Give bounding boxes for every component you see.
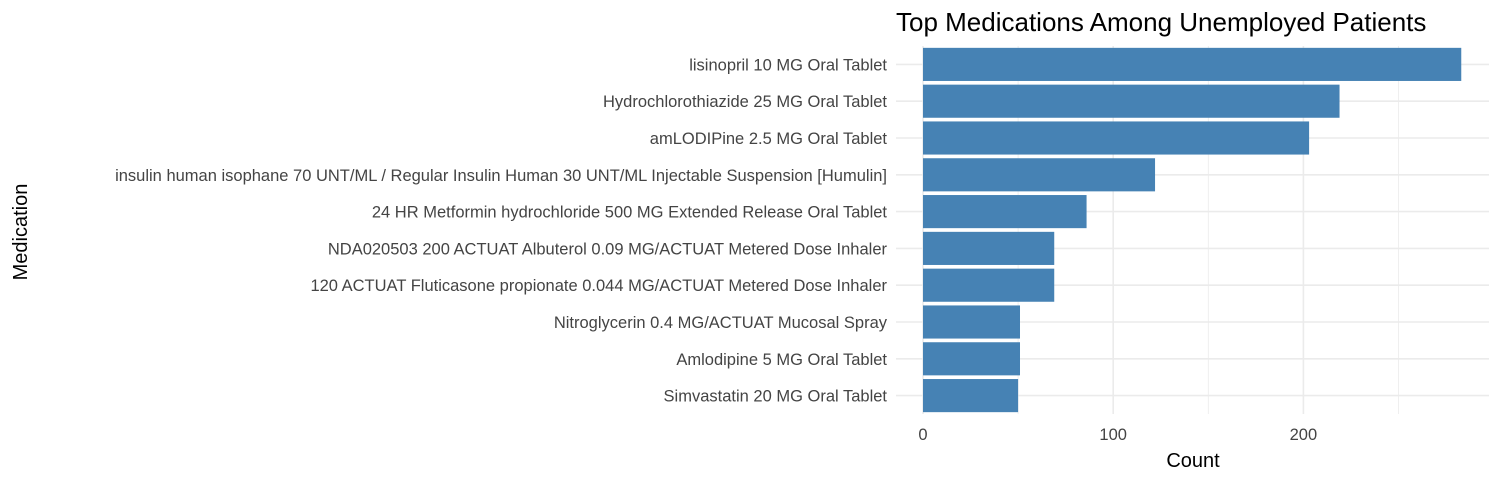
category-label: 120 ACTUAT Fluticasone propionate 0.044 …	[310, 277, 887, 295]
bar	[923, 379, 1019, 413]
bars	[923, 47, 1462, 413]
x-axis-title: Count	[1166, 450, 1220, 472]
category-label: Hydrochlorothiazide 25 MG Oral Tablet	[603, 93, 887, 111]
x-tick-label: 200	[1290, 426, 1318, 444]
x-tick-label: 100	[1099, 426, 1127, 444]
category-label: Nitroglycerin 0.4 MG/ACTUAT Mucosal Spra…	[554, 314, 888, 332]
category-label: lisinopril 10 MG Oral Tablet	[689, 56, 887, 74]
bar	[923, 121, 1310, 155]
bar	[923, 195, 1087, 229]
category-label: insulin human isophane 70 UNT/ML / Regul…	[115, 167, 887, 185]
category-label: Amlodipine 5 MG Oral Tablet	[676, 351, 887, 369]
bar	[923, 231, 1055, 265]
category-label: Simvastatin 20 MG Oral Tablet	[664, 388, 888, 406]
category-label: NDA020503 200 ACTUAT Albuterol 0.09 MG/A…	[328, 240, 888, 258]
x-tick-labels: 0 100 200	[918, 426, 1317, 444]
chart-title: Top Medications Among Unemployed Patient…	[896, 7, 1426, 37]
bar	[923, 84, 1340, 118]
category-labels: lisinopril 10 MG Oral Tablet Hydrochlorot…	[115, 56, 888, 405]
category-label: amLODIPine 2.5 MG Oral Tablet	[650, 130, 888, 148]
bar	[923, 47, 1462, 81]
category-label: 24 HR Metformin hydrochloride 500 MG Ext…	[372, 204, 888, 222]
bar	[923, 305, 1021, 339]
bar	[923, 158, 1156, 192]
x-tick-label: 0	[918, 426, 927, 444]
y-axis-title: Medication	[10, 184, 32, 281]
bar	[923, 268, 1055, 302]
bar	[923, 342, 1021, 376]
